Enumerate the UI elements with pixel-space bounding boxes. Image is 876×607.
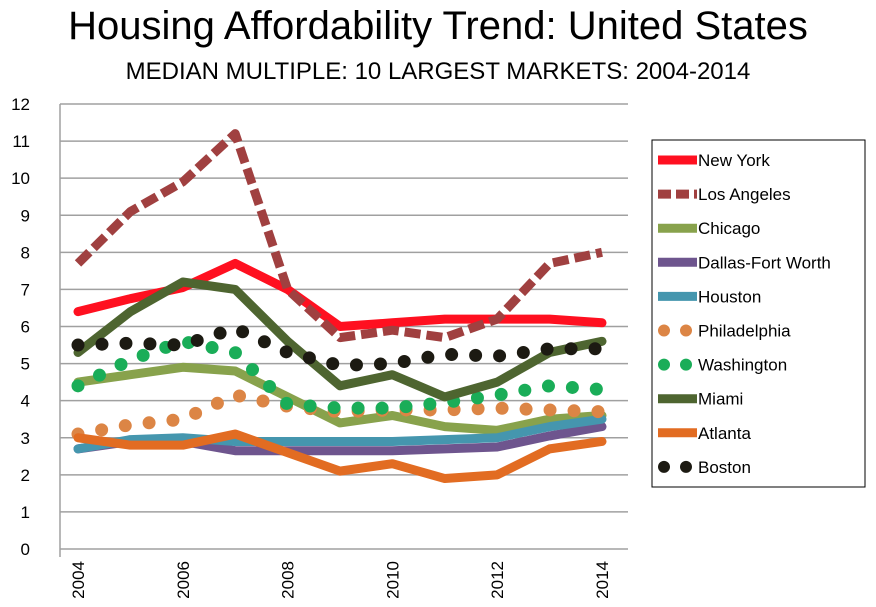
series-line-los-angeles	[74, 129, 603, 343]
legend-label: Dallas-Fort Worth	[698, 253, 831, 272]
y-tick-label: 1	[21, 503, 30, 522]
x-tick-label: 2010	[383, 561, 402, 599]
chart-subtitle: MEDIAN MULTIPLE: 10 LARGEST MARKETS: 200…	[125, 58, 751, 85]
y-tick-label: 10	[11, 169, 30, 188]
legend-label: Miami	[698, 390, 743, 409]
series-line-chicago	[73, 362, 607, 435]
series-line-atlanta	[73, 429, 607, 484]
x-tick-label: 2004	[69, 561, 88, 599]
y-tick-label: 6	[21, 318, 30, 337]
legend-label: Washington	[698, 356, 787, 375]
y-tick-label: 9	[21, 206, 30, 225]
legend-label: Atlanta	[698, 424, 751, 443]
y-tick-label: 7	[21, 280, 30, 299]
y-tick-label: 5	[21, 355, 30, 374]
y-tick-label: 3	[21, 429, 30, 448]
y-tick-label: 8	[21, 243, 30, 262]
y-tick-label: 11	[12, 132, 30, 151]
y-tick-label: 4	[21, 392, 30, 411]
series-line-philadelphia	[71, 388, 609, 441]
series-line-miami	[73, 277, 607, 402]
x-tick-label: 2014	[593, 561, 612, 599]
chart-title: Housing Affordability Trend: United Stat…	[68, 4, 808, 48]
legend-label: Chicago	[698, 219, 760, 238]
x-tick-label: 2012	[488, 561, 507, 599]
legend-label: Houston	[698, 287, 761, 306]
y-tick-label: 12	[11, 95, 30, 114]
y-tick-label: 0	[21, 540, 30, 559]
legend-label: Philadelphia	[698, 322, 791, 341]
y-tick-label: 2	[21, 466, 30, 485]
x-tick-label: 2008	[279, 561, 298, 599]
legend-label: Boston	[698, 458, 751, 477]
series-line-washington	[71, 334, 609, 415]
series-line-houston	[73, 414, 607, 454]
legend-label: New York	[698, 151, 770, 170]
legend-label: Los Angeles	[698, 185, 791, 204]
x-tick-label: 2006	[174, 561, 193, 599]
